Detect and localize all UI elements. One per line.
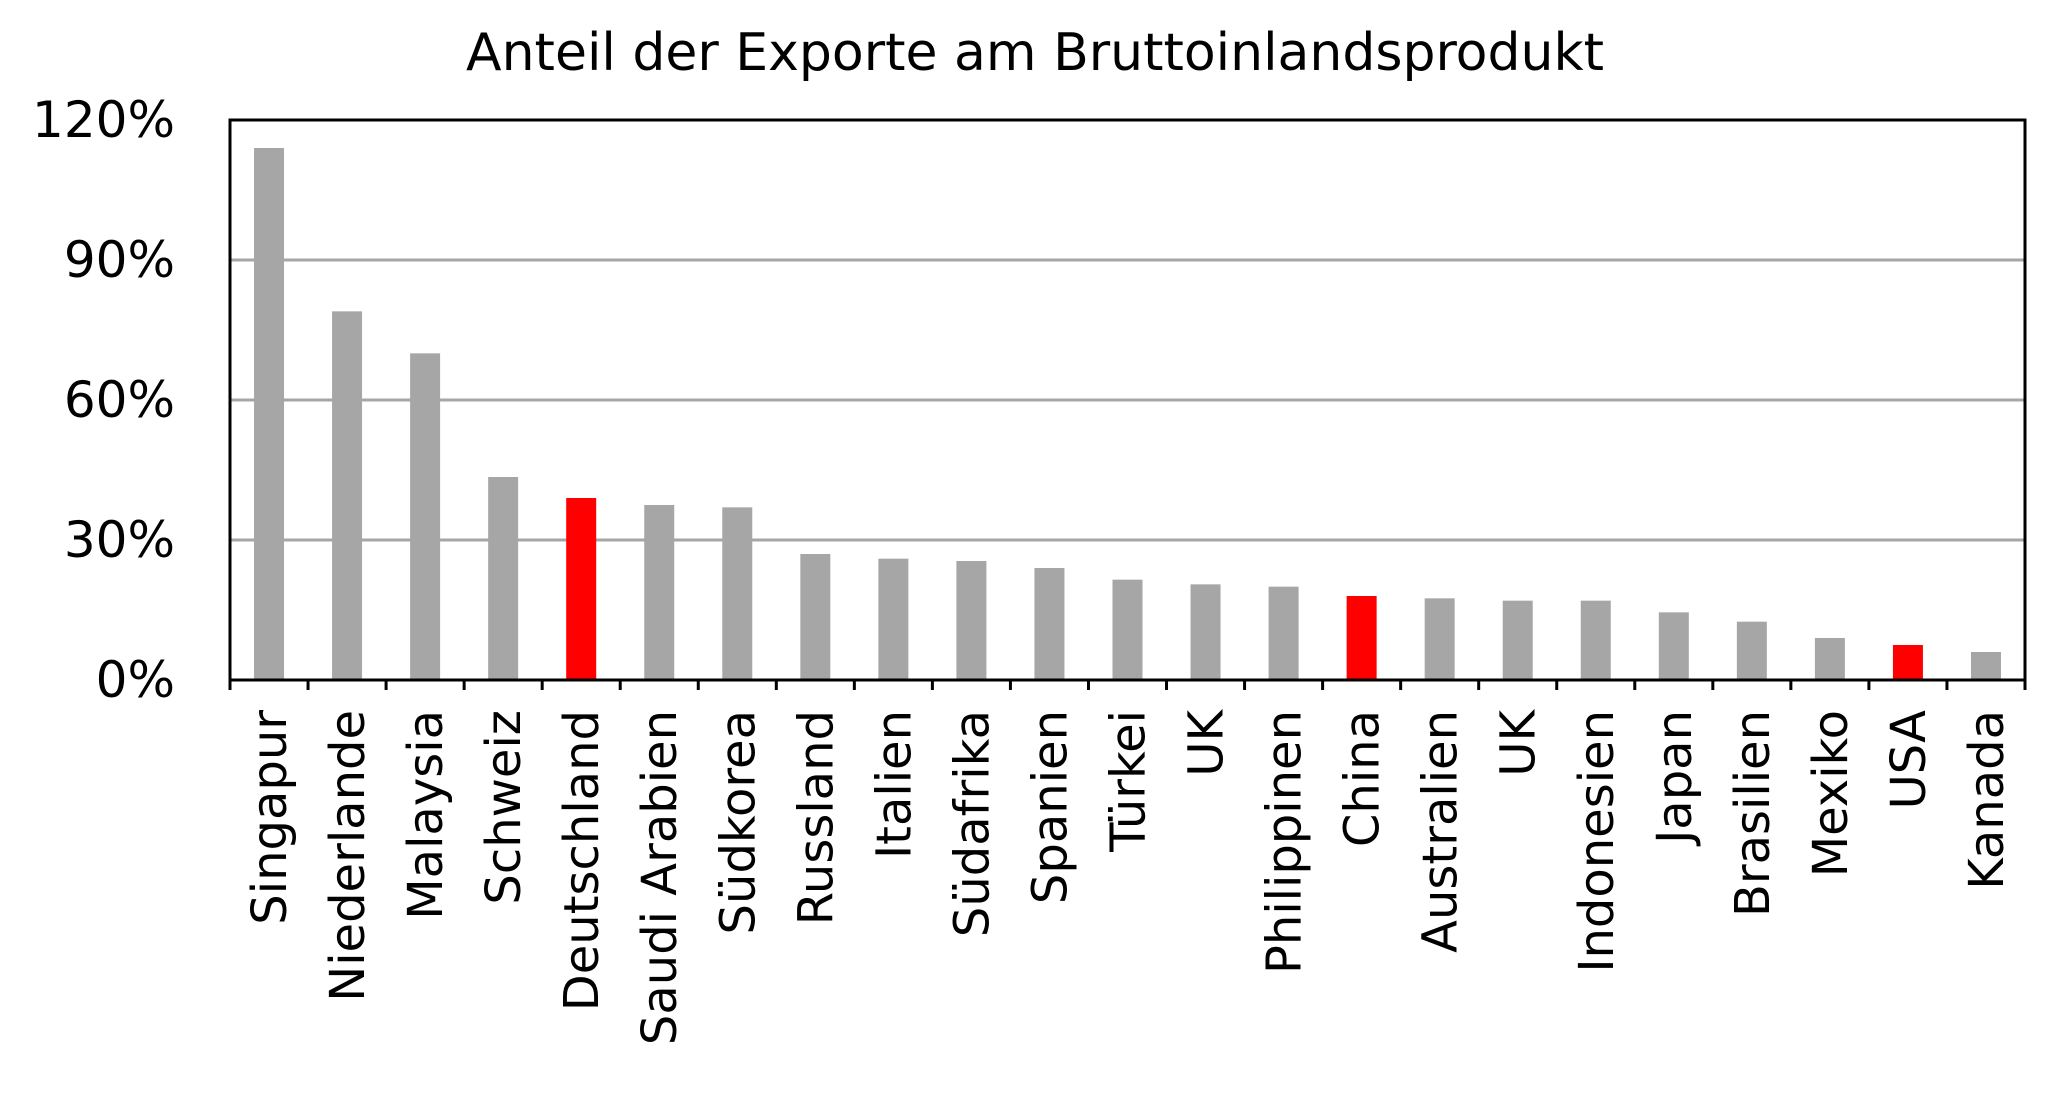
x-tick-label: China (1335, 710, 1391, 847)
y-tick-label: 60% (64, 371, 175, 429)
x-tick-label: Südkorea (710, 710, 766, 934)
bar-5 (566, 498, 597, 680)
x-tick-label: Russland (788, 710, 844, 925)
x-tick-label: Philippinen (1257, 710, 1313, 974)
x-tick-label: Australien (1413, 710, 1469, 953)
x-tick-label: Saudi Arabien (632, 710, 688, 1045)
x-tick-label: Kanada (1959, 710, 2015, 890)
bar-2 (332, 311, 363, 680)
bar-3 (410, 353, 441, 680)
bar-22 (1892, 645, 1923, 680)
x-tick-label: Singapur (242, 710, 298, 925)
bar-9 (878, 558, 909, 680)
bar-18 (1580, 600, 1611, 680)
x-axis (228, 678, 2027, 690)
bar-13 (1190, 584, 1221, 680)
y-tick-label: 120% (32, 91, 175, 149)
bar-12 (1112, 579, 1143, 680)
bar-17 (1502, 600, 1533, 680)
x-tick-label: Italien (866, 710, 922, 859)
y-tick-label: 30% (64, 511, 175, 569)
x-tick-label: USA (1881, 710, 1937, 809)
x-axis-tick-labels: Singapur Niederlande Malaysia Schweiz Deutsc… (242, 708, 2015, 1045)
y-tick-label: 90% (64, 231, 175, 289)
x-tick-label: Japan (1647, 710, 1703, 847)
chart-title: Anteil der Exporte am Bruttoinlandsprodu… (466, 23, 1604, 83)
bar-7 (722, 507, 753, 680)
bar-6 (644, 505, 675, 680)
bar-8 (800, 554, 831, 680)
x-tick-label: Brasilien (1725, 710, 1781, 917)
x-tick-label: Deutschland (554, 710, 610, 1011)
x-tick-label: Indonesien (1569, 710, 1625, 973)
x-tick-label: Türkei (1101, 710, 1157, 853)
x-tick-label: Schweiz (476, 710, 532, 905)
bar-20 (1736, 621, 1767, 680)
x-tick-label: Mexiko (1803, 710, 1859, 877)
bar-16 (1424, 598, 1455, 680)
bar-19 (1658, 612, 1689, 680)
bar-14 (1268, 586, 1299, 680)
bars (254, 148, 2001, 680)
x-tick-label: UK (1179, 708, 1235, 776)
bar-23 (1970, 652, 2001, 680)
bar-15 (1346, 596, 1377, 680)
x-tick-label: UK (1491, 708, 1547, 776)
y-tick-label: 0% (96, 651, 175, 709)
bar-4 (488, 477, 519, 680)
x-tick-label: Malaysia (398, 710, 454, 920)
bar-1 (254, 148, 285, 680)
bar-21 (1814, 638, 1845, 680)
bar-11 (1034, 568, 1065, 680)
x-tick-label: Spanien (1022, 710, 1078, 904)
gridlines (230, 258, 2025, 542)
x-tick-label: Niederlande (320, 710, 376, 1002)
x-tick-label: Südafrika (944, 710, 1000, 937)
y-axis-tick-labels: 0% 30% 60% 90% 120% (32, 91, 175, 709)
bar-10 (956, 561, 987, 680)
